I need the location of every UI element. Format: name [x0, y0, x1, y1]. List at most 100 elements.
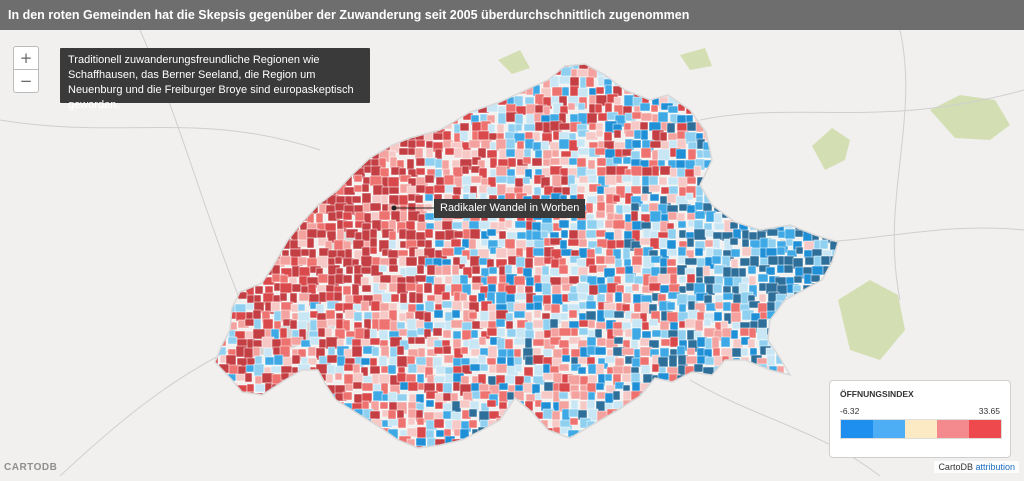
municipality[interactable]: [486, 327, 498, 337]
municipality[interactable]: [622, 390, 633, 402]
municipality[interactable]: [387, 409, 397, 421]
municipality[interactable]: [416, 417, 425, 426]
municipality[interactable]: [459, 292, 468, 302]
municipality[interactable]: [640, 112, 653, 122]
municipality[interactable]: [659, 131, 668, 142]
municipality[interactable]: [380, 194, 389, 206]
municipality[interactable]: [676, 212, 686, 223]
municipality[interactable]: [514, 364, 523, 373]
municipality[interactable]: [279, 255, 292, 266]
municipality[interactable]: [452, 166, 464, 179]
municipality[interactable]: [459, 122, 470, 132]
municipality[interactable]: [740, 347, 749, 357]
municipality[interactable]: [595, 129, 604, 138]
municipality[interactable]: [441, 300, 453, 309]
municipality[interactable]: [587, 319, 596, 329]
municipality[interactable]: [676, 122, 688, 132]
municipality[interactable]: [498, 382, 509, 391]
municipality[interactable]: [351, 283, 360, 297]
municipality[interactable]: [613, 96, 622, 106]
municipality[interactable]: [469, 255, 481, 268]
municipality[interactable]: [542, 348, 553, 358]
municipality[interactable]: [450, 319, 464, 329]
municipality[interactable]: [694, 247, 704, 257]
municipality[interactable]: [416, 373, 425, 384]
municipality[interactable]: [524, 257, 534, 270]
municipality[interactable]: [378, 373, 391, 385]
municipality[interactable]: [588, 264, 598, 274]
municipality[interactable]: [450, 411, 462, 422]
municipality[interactable]: [603, 267, 616, 279]
municipality[interactable]: [596, 337, 607, 347]
municipality[interactable]: [758, 293, 767, 303]
municipality[interactable]: [540, 230, 549, 239]
municipality[interactable]: [388, 186, 400, 195]
municipality[interactable]: [686, 347, 696, 356]
municipality[interactable]: [766, 301, 776, 313]
municipality[interactable]: [640, 193, 649, 202]
municipality[interactable]: [460, 357, 471, 366]
municipality[interactable]: [252, 339, 263, 348]
municipality[interactable]: [621, 148, 633, 157]
municipality[interactable]: [686, 212, 697, 221]
municipality[interactable]: [497, 112, 507, 125]
municipality[interactable]: [353, 184, 363, 193]
municipality[interactable]: [657, 273, 671, 285]
municipality[interactable]: [451, 264, 460, 276]
municipality[interactable]: [585, 202, 594, 214]
municipality[interactable]: [804, 256, 815, 266]
municipality[interactable]: [470, 175, 483, 184]
municipality[interactable]: [684, 257, 698, 266]
municipality[interactable]: [297, 311, 311, 323]
municipality[interactable]: [407, 417, 416, 426]
municipality[interactable]: [631, 139, 642, 149]
municipality[interactable]: [739, 257, 751, 267]
municipality[interactable]: [585, 300, 597, 310]
municipality[interactable]: [495, 175, 509, 184]
municipality[interactable]: [495, 363, 508, 374]
municipality[interactable]: [245, 364, 255, 373]
municipality[interactable]: [505, 320, 514, 330]
municipality[interactable]: [388, 230, 397, 242]
municipality[interactable]: [558, 138, 571, 150]
municipality[interactable]: [424, 174, 435, 184]
municipality[interactable]: [399, 339, 410, 351]
municipality[interactable]: [639, 102, 651, 112]
municipality[interactable]: [720, 336, 731, 348]
municipality[interactable]: [291, 354, 301, 365]
municipality[interactable]: [498, 230, 507, 241]
municipality[interactable]: [648, 318, 659, 327]
municipality[interactable]: [388, 264, 399, 273]
municipality[interactable]: [561, 354, 571, 363]
municipality[interactable]: [388, 239, 397, 250]
municipality[interactable]: [685, 282, 696, 292]
municipality[interactable]: [353, 174, 363, 183]
municipality[interactable]: [558, 264, 569, 275]
municipality[interactable]: [479, 363, 489, 372]
municipality[interactable]: [669, 336, 679, 348]
municipality[interactable]: [694, 319, 704, 332]
municipality[interactable]: [604, 174, 618, 186]
municipality[interactable]: [549, 276, 563, 287]
municipality[interactable]: [379, 167, 390, 178]
municipality[interactable]: [514, 148, 525, 161]
municipality[interactable]: [378, 329, 389, 341]
municipality[interactable]: [623, 94, 635, 108]
municipality[interactable]: [342, 220, 354, 229]
municipality[interactable]: [507, 157, 517, 168]
municipality[interactable]: [513, 310, 526, 319]
municipality[interactable]: [668, 283, 681, 293]
municipality[interactable]: [678, 275, 687, 284]
municipality[interactable]: [326, 354, 339, 364]
municipality[interactable]: [279, 292, 288, 302]
zoom-in-button[interactable]: +: [13, 46, 39, 70]
municipality[interactable]: [468, 419, 478, 429]
municipality[interactable]: [351, 195, 362, 204]
municipality[interactable]: [631, 318, 643, 329]
municipality[interactable]: [748, 231, 759, 241]
municipality[interactable]: [633, 302, 642, 313]
municipality[interactable]: [415, 167, 426, 176]
municipality[interactable]: [307, 357, 318, 366]
municipality[interactable]: [595, 229, 607, 238]
municipality[interactable]: [300, 339, 312, 348]
